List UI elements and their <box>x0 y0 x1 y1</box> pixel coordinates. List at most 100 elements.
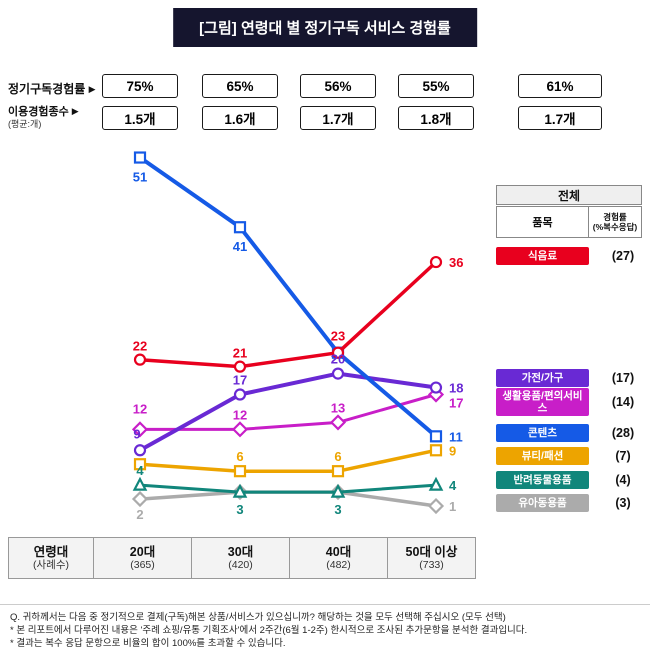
age-count: (482) <box>326 559 351 571</box>
legend-chip-2: 생활용품/편의서비스 <box>496 388 589 416</box>
series-marker <box>133 353 147 366</box>
legend-value: (27) <box>611 249 635 263</box>
series-marker <box>428 476 444 491</box>
value-label: 41 <box>233 239 247 254</box>
value-label: 3 <box>334 502 341 517</box>
footnotes: Q. 귀하께서는 다음 중 정기적으로 결제(구독)해본 상품/서비스가 있으십… <box>0 604 650 650</box>
legend-row: 반려동물용품 (4) <box>496 471 643 489</box>
series-line-4 <box>138 448 438 473</box>
age-axis-table: 연령대 (사례수) 20대 (365) 30대 (420) 40대 (482) 50대 이상 (7… <box>8 537 476 579</box>
legend-row: 가전/가구 (17) <box>496 369 643 387</box>
value-label: 21 <box>233 346 247 361</box>
subscription-rate-value: 65% <box>202 74 278 98</box>
series-marker <box>233 360 247 373</box>
usage-count-total: 1.7개 <box>518 106 602 130</box>
series-marker <box>233 221 247 234</box>
legend-value: (17) <box>611 371 635 385</box>
legend-chip-3: 콘텐츠 <box>496 424 589 442</box>
legend-header-rate: 경험률 (%복수응답) <box>588 206 642 238</box>
legend-chip-0: 식음료 <box>496 247 589 265</box>
series-marker <box>429 444 443 457</box>
value-label: 1 <box>449 499 456 514</box>
series-marker <box>429 430 443 443</box>
value-label: 22 <box>133 339 147 354</box>
figure-title: [그림] 연령대 별 정기구독 서비스 경험률 <box>173 8 477 47</box>
arrow-icon: ▶ <box>88 84 96 94</box>
legend-row: 생활용품/편의서비스 (14) <box>496 388 643 416</box>
age-name: 40대 <box>325 545 352 559</box>
series-marker <box>331 465 345 478</box>
usage-count-value: 1.6개 <box>202 106 278 130</box>
value-label: 12 <box>133 401 147 416</box>
usage-count-value: 1.5개 <box>102 106 178 130</box>
value-label: 18 <box>449 381 463 396</box>
value-label: 12 <box>233 407 247 422</box>
age-count: (420) <box>228 559 253 571</box>
value-label: 11 <box>449 429 463 444</box>
series-line-3 <box>138 155 438 439</box>
value-label: 51 <box>133 170 147 185</box>
series-marker <box>232 483 248 498</box>
series-marker <box>233 388 247 401</box>
value-label: 17 <box>449 396 463 411</box>
legend-row: 유아동용품 (3) <box>496 494 643 512</box>
value-label: 3 <box>236 502 243 517</box>
legend-chip-1: 가전/가구 <box>496 369 589 387</box>
series-marker <box>429 381 443 394</box>
series-marker <box>133 444 147 457</box>
usage-count-value: 1.7개 <box>300 106 376 130</box>
age-column: 50대 이상 (733) <box>387 538 475 578</box>
legend-header-total: 전체 <box>496 185 642 205</box>
series-marker <box>133 458 147 471</box>
legend-header-item: 품목 <box>496 206 589 238</box>
value-label: 36 <box>449 255 463 270</box>
series-marker <box>131 421 149 438</box>
legend-chip-4: 뷰티/패션 <box>496 447 589 465</box>
legend-row: 콘텐츠 (28) <box>496 424 643 442</box>
value-label: 9 <box>133 426 140 441</box>
age-count: (733) <box>419 559 444 571</box>
series-marker <box>231 421 249 438</box>
usage-count-sublabel: (평균:개) <box>8 119 42 129</box>
value-label: 4 <box>449 478 457 493</box>
series-marker <box>329 414 347 431</box>
age-header-cell: 연령대 (사례수) <box>9 538 93 578</box>
usage-count-label: 이용경험종수 ▶ (평균:개) <box>8 106 79 129</box>
series-line-5 <box>138 483 438 494</box>
age-column: 30대 (420) <box>191 538 289 578</box>
series-marker <box>233 465 247 478</box>
subscription-rate-value: 55% <box>398 74 474 98</box>
age-column: 40대 (482) <box>289 538 387 578</box>
series-marker <box>131 491 149 508</box>
subscription-rate-total: 61% <box>518 74 602 98</box>
value-label: 4 <box>136 463 144 478</box>
series-line-1 <box>138 371 438 453</box>
value-label: 23 <box>331 329 345 344</box>
value-label: 20 <box>331 352 345 367</box>
value-label: 2 <box>136 507 143 522</box>
legend-value: (4) <box>615 473 631 487</box>
series-line-2 <box>138 393 438 431</box>
age-count: (365) <box>130 559 155 571</box>
value-label: 9 <box>449 443 456 458</box>
footnote-line: * 결과는 복수 응답 문항으로 비율의 합이 100%를 초과할 수 있습니다… <box>10 638 286 649</box>
subscription-rate-label: 정기구독경험률 ▶ <box>8 82 96 96</box>
series-marker <box>132 476 148 491</box>
series-marker <box>133 151 147 164</box>
legend-row: 뷰티/패션 (7) <box>496 447 643 465</box>
arrow-icon: ▶ <box>71 106 79 116</box>
age-column: 20대 (365) <box>93 538 191 578</box>
age-count: (사례수) <box>33 559 69 571</box>
series-line-0 <box>138 260 438 369</box>
legend-chip-5: 반려동물용품 <box>496 471 589 489</box>
series-marker <box>331 346 345 359</box>
legend-value: (7) <box>615 449 631 463</box>
legend-value: (3) <box>615 496 631 510</box>
series-marker <box>331 367 345 380</box>
footnote-line: * 본 리포트에서 다루어진 내용은 '주례 쇼핑/유통 기획조사'에서 2주간… <box>10 625 528 636</box>
age-name: 20대 <box>129 545 156 559</box>
age-name: 50대 이상 <box>405 545 458 559</box>
